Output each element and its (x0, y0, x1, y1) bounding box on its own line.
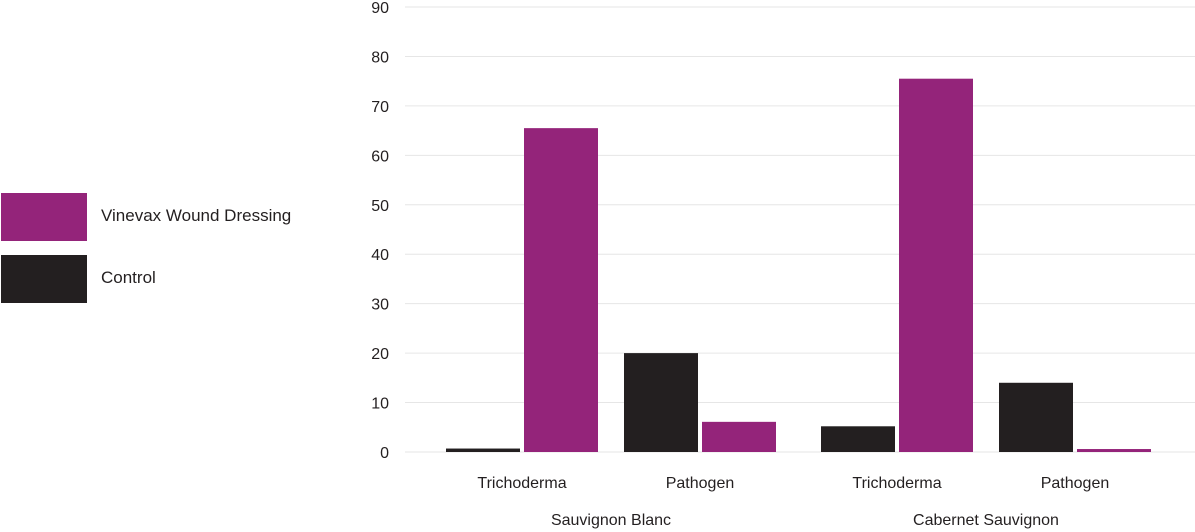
y-tick-label: 60 (371, 148, 389, 165)
legend-label-control: Control (101, 268, 156, 287)
bar-control-1 (624, 353, 698, 452)
legend-label-vinevax: Vinevax Wound Dressing (101, 206, 292, 225)
x-axis-labels: Trichoderma Pathogen Trichoderma Pathogen Sa… (477, 475, 1109, 529)
grid-lines (405, 6, 1195, 453)
bar-vinevax-1 (702, 421, 776, 452)
x-category-label: Trichoderma (852, 475, 941, 492)
bar-vinevax-0 (524, 128, 598, 452)
bar-control-3 (999, 382, 1073, 452)
x-group-label: Cabernet Sauvignon (913, 512, 1059, 529)
y-tick-label: 30 (371, 297, 389, 314)
y-tick-label: 50 (371, 198, 389, 215)
x-category-label: Trichoderma (477, 475, 566, 492)
legend-item-vinevax: Vinevax Wound Dressing (0, 193, 330, 241)
y-tick-label: 90 (371, 0, 389, 17)
bar-vinevax-3 (1077, 449, 1151, 452)
x-group-label: Sauvignon Blanc (551, 512, 671, 529)
y-tick-label: 80 (371, 49, 389, 66)
y-axis-ticks: 0 10 20 30 40 50 60 70 80 90 (371, 0, 389, 462)
y-tick-label: 70 (371, 99, 389, 116)
y-tick-label: 40 (371, 247, 389, 264)
legend-swatch-control (1, 255, 87, 303)
bars (446, 78, 1151, 452)
y-tick-label: 0 (380, 445, 389, 462)
legend-swatch-vinevax (1, 193, 87, 241)
legend-item-control: Control (0, 255, 330, 303)
y-tick-label: 10 (371, 396, 389, 413)
x-category-label: Pathogen (1041, 475, 1110, 492)
bar-control-0 (446, 448, 520, 452)
bar-vinevax-2 (899, 78, 973, 452)
x-category-label: Pathogen (666, 475, 735, 492)
bar-control-2 (821, 426, 895, 452)
y-tick-label: 20 (371, 346, 389, 363)
